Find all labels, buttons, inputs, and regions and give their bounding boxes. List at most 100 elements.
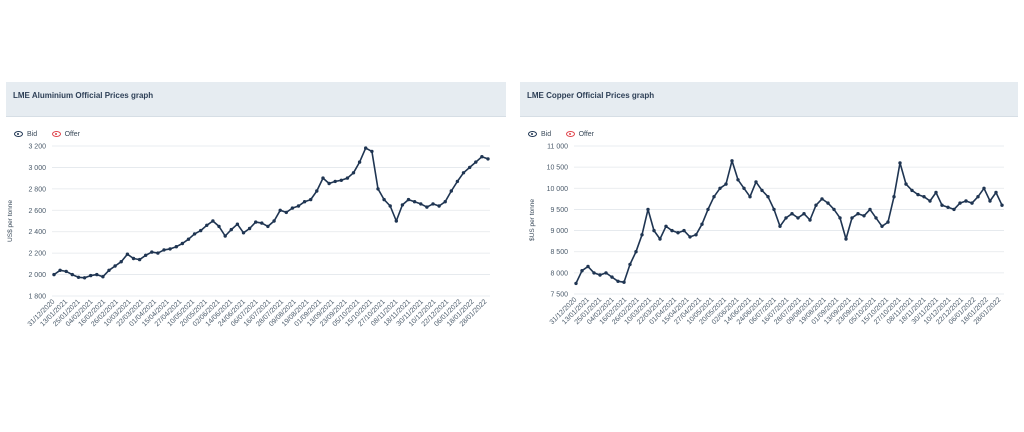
copper-legend: Bid Offer bbox=[528, 124, 604, 138]
aluminium-data-point bbox=[486, 157, 490, 161]
aluminium-data-point bbox=[419, 202, 423, 206]
copper-data-point bbox=[640, 233, 644, 237]
copper-data-point bbox=[586, 264, 590, 269]
copper-data-point bbox=[982, 186, 986, 190]
copper-legend-bid[interactable]: Bid bbox=[528, 131, 551, 138]
copper-data-point bbox=[646, 207, 650, 212]
copper-data-point bbox=[760, 188, 764, 193]
copper-ytick-label: 7 500 bbox=[550, 292, 568, 299]
aluminium-ytick-label: 2 000 bbox=[28, 272, 46, 279]
legend-offer-label: Offer bbox=[64, 130, 81, 138]
aluminium-data-point bbox=[211, 219, 215, 223]
copper-data-point bbox=[880, 224, 884, 228]
copper-data-point bbox=[892, 195, 896, 199]
copper-data-point bbox=[724, 182, 728, 186]
aluminium-ytick-label: 2 800 bbox=[28, 186, 46, 193]
copper-data-point bbox=[616, 279, 620, 283]
aluminium-data-point bbox=[272, 219, 276, 223]
aluminium-data-point bbox=[468, 165, 472, 170]
aluminium-ytick-label: 2 400 bbox=[28, 229, 46, 236]
aluminium-data-point bbox=[290, 206, 295, 210]
aluminium-data-point bbox=[284, 210, 288, 215]
eye-icon bbox=[14, 131, 23, 137]
copper-data-point bbox=[610, 275, 614, 279]
aluminium-data-point bbox=[223, 234, 227, 238]
aluminium-data-point bbox=[296, 204, 301, 208]
copper-data-point bbox=[688, 235, 692, 239]
copper-data-point bbox=[874, 216, 878, 220]
aluminium-data-point bbox=[357, 160, 362, 164]
aluminium-panel-header: LME Aluminium Official Prices graph bbox=[6, 82, 506, 117]
copper-ytick-label: 11 000 bbox=[547, 144, 568, 151]
aluminium-data-point bbox=[229, 227, 233, 232]
copper-data-point bbox=[1000, 203, 1004, 207]
copper-data-point bbox=[886, 220, 890, 224]
aluminium-legend-bid[interactable]: Bid bbox=[14, 131, 37, 138]
copper-data-point bbox=[652, 228, 656, 233]
aluminium-data-point bbox=[131, 256, 136, 261]
legend-bid-label: Bid bbox=[541, 130, 552, 138]
eye-icon bbox=[565, 131, 575, 137]
aluminium-chart-title: LME Aluminium Official Prices graph bbox=[13, 91, 154, 100]
aluminium-data-point bbox=[119, 260, 123, 264]
copper-data-point bbox=[838, 216, 842, 220]
aluminium-data-point bbox=[400, 203, 405, 207]
aluminium-data-point bbox=[278, 208, 282, 212]
aluminium-data-point bbox=[266, 224, 270, 229]
aluminium-data-point bbox=[174, 245, 178, 249]
copper-data-point bbox=[706, 207, 710, 212]
copper-data-point bbox=[904, 182, 908, 186]
copper-data-point bbox=[934, 190, 938, 195]
copper-data-point bbox=[922, 195, 926, 199]
copper-data-point bbox=[964, 199, 968, 203]
aluminium-data-point bbox=[125, 252, 130, 256]
copper-data-point bbox=[994, 190, 998, 195]
copper-data-point bbox=[694, 233, 698, 237]
aluminium-data-point bbox=[254, 220, 258, 224]
copper-data-point bbox=[634, 250, 638, 254]
copper-data-point bbox=[946, 205, 950, 209]
copper-data-point bbox=[976, 195, 980, 199]
aluminium-data-point bbox=[394, 219, 398, 223]
aluminium-data-point bbox=[150, 250, 154, 254]
aluminium-data-point bbox=[333, 179, 337, 184]
aluminium-data-point bbox=[260, 221, 264, 225]
aluminium-data-point bbox=[315, 189, 319, 193]
aluminium-legend-offer[interactable]: Offer bbox=[51, 130, 81, 138]
aluminium-data-point bbox=[370, 149, 374, 154]
legend-offer-label: Offer bbox=[578, 130, 595, 138]
copper-data-point bbox=[676, 231, 680, 235]
copper-data-point bbox=[862, 214, 866, 218]
aluminium-data-point bbox=[437, 204, 441, 208]
aluminium-data-point bbox=[186, 237, 191, 241]
copper-data-point bbox=[682, 228, 686, 233]
copper-data-point bbox=[832, 207, 836, 212]
copper-data-point bbox=[718, 186, 722, 190]
copper-data-point bbox=[820, 197, 824, 201]
copper-data-point bbox=[592, 271, 596, 275]
copper-data-point bbox=[670, 228, 674, 233]
copper-legend-offer[interactable]: Offer bbox=[565, 130, 595, 138]
aluminium-data-point bbox=[137, 257, 142, 262]
copper-ytick-label: 8 000 bbox=[550, 270, 568, 277]
aluminium-data-point bbox=[364, 146, 368, 150]
copper-price-plot: 7 500 8 000 8 500 9 000 9 500 10 000 10 500 11 … bbox=[529, 144, 1004, 326]
aluminium-data-point bbox=[70, 272, 75, 277]
copper-ytick-label: 8 500 bbox=[550, 249, 568, 256]
aluminium-data-point bbox=[321, 176, 325, 180]
copper-data-point bbox=[988, 199, 992, 203]
copper-data-point bbox=[826, 201, 830, 205]
aluminium-data-point bbox=[235, 222, 240, 226]
aluminium-ytick-label: 3 200 bbox=[28, 144, 46, 151]
aluminium-data-point bbox=[101, 275, 105, 279]
aluminium-ytick-label: 2 600 bbox=[28, 208, 46, 215]
copper-data-point bbox=[898, 161, 902, 165]
aluminium-data-point bbox=[455, 179, 460, 184]
legend-bid-label: Bid bbox=[27, 130, 38, 138]
copper-data-point bbox=[580, 269, 584, 273]
aluminium-data-point bbox=[58, 268, 62, 272]
aluminium-ytick-label: 3 000 bbox=[28, 165, 46, 172]
aluminium-data-point bbox=[199, 228, 203, 233]
copper-panel-header: LME Copper Official Prices graph bbox=[520, 82, 1018, 117]
copper-data-point bbox=[598, 273, 602, 277]
